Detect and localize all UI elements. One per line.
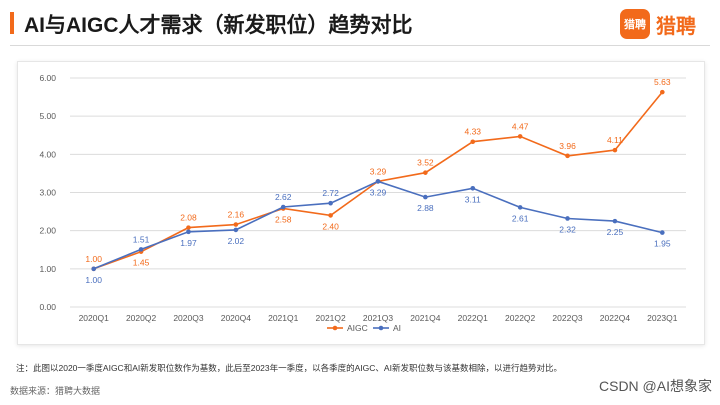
data-point-aigc (470, 139, 476, 145)
legend-marker-ai (378, 325, 384, 331)
data-label-ai: 2.62 (275, 192, 292, 202)
data-point-aigc (186, 225, 191, 230)
data-label-aigc: 3.52 (417, 158, 434, 168)
y-tick-label: 2.00 (39, 226, 56, 236)
y-tick-label: 1.00 (39, 264, 56, 274)
data-point-aigc (233, 222, 239, 227)
data-label-aigc: 2.16 (228, 210, 245, 220)
data-point-ai (91, 266, 96, 272)
x-tick-label: 2022Q4 (600, 313, 631, 323)
data-label-ai: 2.61 (512, 213, 529, 223)
x-tick-label: 2022Q1 (458, 313, 489, 323)
chart-panel: 0.00 1.00 2.00 3.00 4.00 5.00 6.00 2020Q1 2020Q2… (17, 61, 705, 345)
data-label-ai: 2.72 (322, 188, 339, 198)
x-tick-label: 2020Q4 (221, 313, 252, 323)
x-tick-label: 2020Q2 (126, 313, 157, 323)
data-point-aigc (612, 147, 618, 153)
data-point-aigc (565, 153, 570, 159)
y-tick-label: 4.00 (39, 149, 56, 159)
data-label-ai: 2.32 (559, 224, 576, 234)
y-tick-label: 0.00 (39, 302, 56, 312)
x-tick-label: 2022Q3 (552, 313, 583, 323)
legend-label-ai: AI (393, 323, 401, 333)
data-point-aigc (517, 134, 523, 139)
data-label-aigc: 3.96 (559, 141, 576, 151)
logo-text: 猎聘 (656, 15, 696, 38)
data-point-aigc (328, 213, 333, 218)
data-point-ai (375, 179, 381, 184)
data-point-ai (517, 205, 523, 210)
x-tick-label: 2020Q3 (173, 313, 204, 323)
y-tick-label: 5.00 (39, 111, 56, 121)
data-label-ai: 1.97 (180, 238, 197, 248)
y-tick-label: 3.00 (39, 188, 56, 198)
title-divider (10, 45, 710, 46)
watermark: CSDN @AI想象家 (599, 378, 712, 394)
liepin-logo: 猎聘 猎聘 (620, 9, 696, 39)
y-tick-label: 6.00 (39, 73, 56, 83)
data-label-ai: 1.51 (133, 234, 150, 244)
data-label-ai: 2.02 (228, 236, 245, 246)
data-point-ai (233, 227, 239, 233)
data-point-aigc (660, 89, 665, 95)
data-label-aigc: 4.33 (464, 127, 481, 137)
data-point-ai (280, 204, 286, 210)
data-point-ai (565, 216, 570, 221)
page-title: AI与AIGC人才需求（新发职位）趋势对比 (24, 14, 413, 37)
x-tick-label: 2021Q2 (315, 313, 346, 323)
data-label-aigc: 1.45 (133, 258, 150, 268)
data-label-aigc: 3.29 (370, 166, 387, 176)
x-tick-label: 2021Q1 (268, 313, 299, 323)
data-label-ai: 3.11 (465, 194, 481, 204)
data-label-ai: 1.00 (85, 275, 102, 285)
data-point-ai (186, 229, 191, 235)
data-point-ai (423, 194, 428, 200)
data-label-aigc: 4.11 (607, 135, 623, 145)
data-label-aigc: 4.47 (512, 121, 529, 131)
data-label-aigc: 1.00 (85, 254, 102, 264)
x-tick-label: 2020Q1 (79, 313, 110, 323)
x-tick-label: 2022Q2 (505, 313, 536, 323)
data-source: 数据来源：猎聘大数据 (10, 386, 101, 396)
data-label-aigc: 2.08 (180, 213, 197, 223)
data-label-ai: 2.25 (607, 227, 624, 237)
data-label-ai: 2.88 (417, 203, 434, 213)
x-tick-label: 2021Q3 (363, 313, 394, 323)
footnote: 注：此图以2020一季度AIGC和AI新发职位数作为基数，此后至2023年一季度… (16, 363, 562, 373)
data-label-aigc: 2.40 (322, 221, 339, 231)
x-tick-label: 2023Q1 (647, 313, 678, 323)
data-label-ai: 1.95 (654, 239, 671, 249)
data-label-ai: 3.29 (370, 187, 387, 197)
logo-mark: 猎聘 (620, 9, 650, 39)
title-bar: AI与AIGC人才需求（新发职位）趋势对比 猎聘 猎聘 (0, 0, 720, 46)
legend-marker-aigc (332, 325, 338, 331)
data-point-ai (138, 247, 144, 252)
data-label-aigc: 2.58 (275, 215, 292, 225)
legend-label-aigc: AIGC (347, 323, 368, 333)
data-point-ai (612, 218, 618, 224)
data-label-aigc: 5.63 (654, 77, 671, 87)
data-point-aigc (423, 170, 428, 175)
data-point-ai (328, 200, 333, 206)
data-point-ai (470, 186, 476, 191)
data-point-ai (660, 230, 665, 235)
trend-line-chart: 0.00 1.00 2.00 3.00 4.00 5.00 6.00 2020Q1 2020Q2… (39, 73, 686, 333)
title-accent-bar (10, 12, 14, 34)
x-tick-label: 2021Q4 (410, 313, 441, 323)
